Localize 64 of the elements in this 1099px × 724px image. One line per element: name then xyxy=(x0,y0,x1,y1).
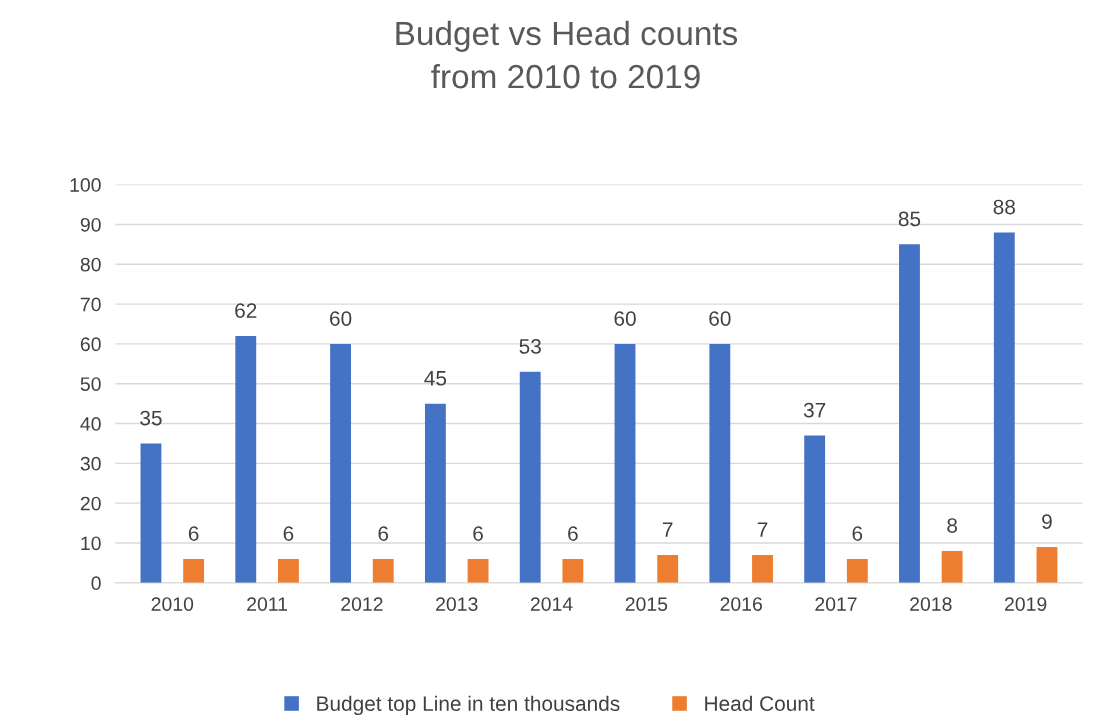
bar xyxy=(562,558,584,583)
x-tick-label: 2016 xyxy=(720,597,762,611)
bar xyxy=(183,558,205,583)
y-tick-label: 100 xyxy=(70,178,101,192)
bar xyxy=(657,554,679,583)
data-label: 6 xyxy=(473,526,483,541)
data-label: 85 xyxy=(898,211,921,227)
data-label: 7 xyxy=(662,522,673,537)
x-tick-label: 2019 xyxy=(1004,597,1047,611)
y-tick-label: 10 xyxy=(81,536,101,551)
chart-title: Budget vs Head counts from 2010 to 2019 xyxy=(396,20,738,89)
data-label: 9 xyxy=(1042,514,1052,529)
bar xyxy=(330,343,352,583)
bar xyxy=(278,558,299,583)
bar xyxy=(993,232,1015,583)
x-tick-label: 2010 xyxy=(151,597,194,611)
data-label: 6 xyxy=(852,526,863,541)
x-tick-label: 2012 xyxy=(341,597,383,611)
x-tick-label: 2018 xyxy=(910,597,952,611)
bar xyxy=(467,558,489,583)
x-tick-label: 2011 xyxy=(247,597,288,611)
bar xyxy=(519,371,541,583)
data-label: 6 xyxy=(378,526,389,541)
y-tick-label: 70 xyxy=(80,297,101,312)
bar xyxy=(899,244,920,583)
y-tick-label: 50 xyxy=(80,377,101,391)
data-label: 7 xyxy=(757,522,768,537)
bar xyxy=(846,558,868,583)
bar xyxy=(941,550,963,583)
legend-label: Head Count xyxy=(705,695,815,711)
data-label: 6 xyxy=(283,526,294,541)
bar xyxy=(235,335,257,583)
data-label: 6 xyxy=(568,526,578,541)
data-label: 37 xyxy=(803,402,826,418)
y-tick-label: 20 xyxy=(80,496,101,511)
data-label: 53 xyxy=(519,339,541,354)
bar xyxy=(614,343,636,583)
data-label: 8 xyxy=(947,518,958,533)
legend-label: Budget top Line in ten thousands xyxy=(317,695,620,716)
bar xyxy=(752,554,773,583)
bar xyxy=(372,558,394,583)
y-tick-label: 60 xyxy=(80,337,101,352)
bar xyxy=(709,343,731,583)
x-tick-label: 2017 xyxy=(815,597,857,611)
data-label: 60 xyxy=(709,311,731,326)
bar xyxy=(804,435,826,583)
data-label: 45 xyxy=(424,371,447,386)
x-tick-label: 2013 xyxy=(436,597,478,611)
y-tick-label: 80 xyxy=(80,257,101,272)
bar xyxy=(140,443,162,583)
x-tick-label: 2015 xyxy=(625,597,668,611)
data-label: 62 xyxy=(235,303,257,318)
data-label: 35 xyxy=(140,410,162,426)
data-label: 88 xyxy=(993,199,1015,215)
bar xyxy=(424,403,446,583)
y-tick-label: 0 xyxy=(91,576,101,591)
data-label: 6 xyxy=(188,526,199,541)
y-tick-label: 90 xyxy=(80,217,101,232)
bar xyxy=(1036,546,1058,583)
x-tick-label: 2014 xyxy=(530,597,573,611)
y-tick-label: 40 xyxy=(80,417,101,431)
data-label: 60 xyxy=(330,311,352,326)
data-label: 60 xyxy=(614,311,636,326)
y-tick-label: 30 xyxy=(80,456,101,471)
